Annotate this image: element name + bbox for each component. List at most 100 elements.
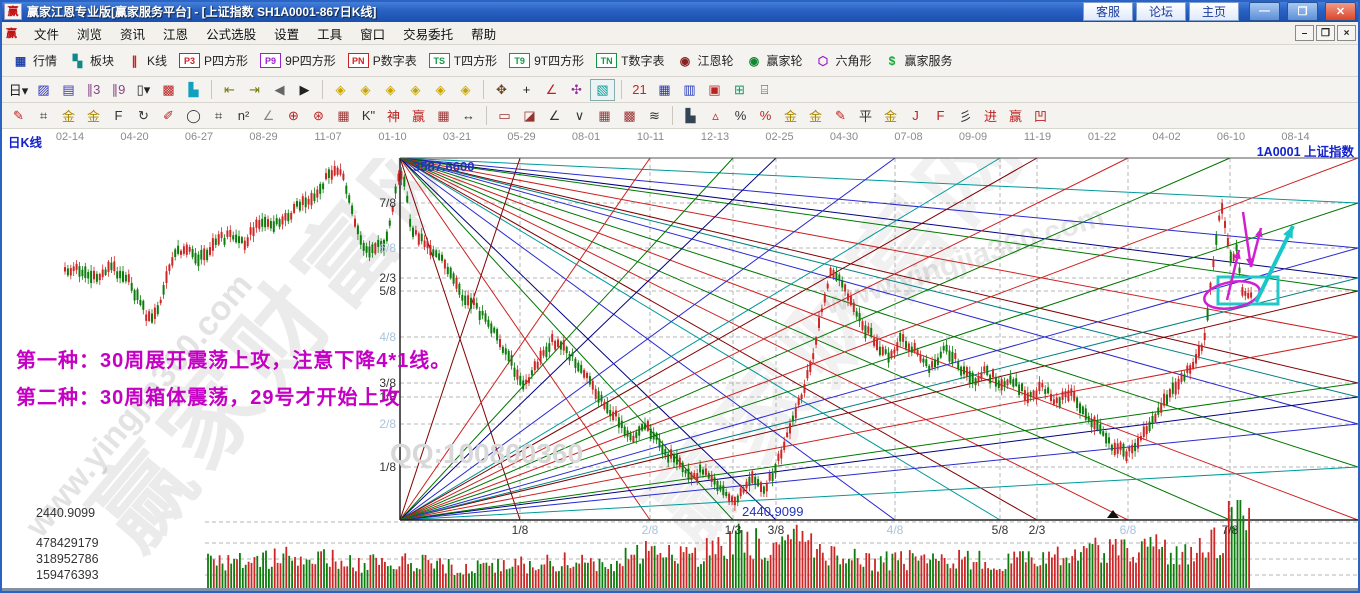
pen-tool-icon[interactable]: ✎ bbox=[13, 107, 24, 123]
info-panel-icon[interactable]: ▤ bbox=[62, 81, 75, 97]
box-wave-icon[interactable]: 凹 bbox=[1033, 109, 1047, 124]
close-button[interactable]: ✕ bbox=[1325, 1, 1356, 21]
bars-9-icon[interactable]: ∥9 bbox=[111, 81, 126, 97]
rect-tool-icon[interactable]: ▭ bbox=[498, 107, 511, 123]
shen-tool-icon[interactable]: 神 bbox=[386, 109, 400, 124]
f-line-icon[interactable]: F bbox=[936, 108, 945, 123]
first-bar-icon[interactable]: ⇤ bbox=[224, 81, 235, 97]
winner-service-button[interactable]: $ 赢家服务 bbox=[878, 49, 959, 73]
dense-grid-icon[interactable]: ▦ bbox=[437, 107, 450, 123]
prev-bar-icon[interactable]: ◀ bbox=[274, 81, 285, 97]
gold-circle-icon[interactable]: 金 bbox=[783, 109, 797, 124]
next-bar-icon[interactable]: ▶ bbox=[299, 81, 310, 97]
histogram-icon[interactable]: ▙ bbox=[188, 81, 199, 97]
shade-box-icon[interactable]: ◪ bbox=[523, 107, 536, 123]
calculator-icon[interactable]: ▦ bbox=[658, 81, 671, 97]
period-day-dropdown-icon[interactable]: 日▾ bbox=[8, 83, 29, 98]
homepage-button[interactable]: 主页 bbox=[1188, 1, 1239, 21]
volume-profile-icon[interactable]: ▙ bbox=[685, 107, 696, 123]
k-quote-icon[interactable]: K" bbox=[361, 108, 376, 123]
spiral-icon[interactable]: ↻ bbox=[138, 107, 149, 123]
n-square-icon[interactable]: n² bbox=[237, 108, 250, 123]
forum-button[interactable]: 论坛 bbox=[1135, 1, 1186, 21]
zigzag-icon[interactable]: ∨ bbox=[574, 107, 585, 123]
menu-item-2[interactable]: 资讯 bbox=[120, 27, 146, 42]
gold-band-icon[interactable]: 金 bbox=[883, 109, 897, 124]
angle-line-icon[interactable]: ∠ bbox=[548, 107, 561, 123]
net-chart-icon[interactable]: ▨ bbox=[37, 81, 50, 97]
fibonacci-icon[interactable]: F bbox=[114, 108, 123, 123]
trend-lines-icon[interactable]: 彡 bbox=[958, 109, 972, 124]
calendar-icon[interactable]: 21 bbox=[632, 82, 647, 97]
crosshair-tool-icon[interactable]: + bbox=[522, 82, 531, 97]
pattern-icon[interactable]: ▩ bbox=[162, 81, 175, 97]
menu-item-1[interactable]: 浏览 bbox=[77, 27, 103, 42]
hand-tool-icon[interactable]: ✥ bbox=[496, 81, 507, 97]
percent-peak-icon[interactable]: ▵ bbox=[712, 107, 719, 123]
export-icon[interactable]: ⊞ bbox=[734, 81, 745, 97]
menu-item-3[interactable]: 江恩 bbox=[163, 27, 189, 42]
last-bar-icon[interactable]: ⇥ bbox=[249, 81, 260, 97]
width-arrows-icon[interactable]: ↔ bbox=[462, 108, 475, 123]
grid-a-icon[interactable]: ▦ bbox=[598, 107, 611, 123]
menu-item-0[interactable]: 文件 bbox=[34, 27, 60, 42]
time-circle-icon[interactable]: ◯ bbox=[186, 107, 201, 123]
sectors-button[interactable]: ▚ 板块 bbox=[63, 49, 120, 73]
flat-channel-icon[interactable]: 平 bbox=[858, 109, 872, 124]
bars-3-icon[interactable]: ∥3 bbox=[86, 81, 101, 97]
t-number-table-button[interactable]: TN T数字表 bbox=[590, 49, 670, 73]
kline-button[interactable]: ∥ K线 bbox=[120, 49, 173, 73]
percent-icon[interactable]: % bbox=[734, 108, 747, 123]
j-line-icon[interactable]: J bbox=[912, 108, 919, 123]
expand-h-icon[interactable]: ◈ bbox=[385, 81, 396, 97]
p-number-table-button[interactable]: PN P数字表 bbox=[342, 49, 423, 73]
ying2-tool-icon[interactable]: 赢 bbox=[1008, 109, 1022, 124]
select-tool-icon[interactable]: ▧ bbox=[590, 78, 615, 101]
menu-item-4[interactable]: 公式选股 bbox=[206, 27, 257, 42]
gann-wheel-button[interactable]: ◉ 江恩轮 bbox=[670, 49, 739, 73]
menu-item-8[interactable]: 交易委托 bbox=[403, 27, 454, 42]
star-grid-icon[interactable]: ⊛ bbox=[313, 107, 324, 123]
gold-scale-1-icon[interactable]: 金 bbox=[61, 109, 75, 124]
gold-line-icon[interactable]: 金 bbox=[808, 109, 822, 124]
p9-square-button[interactable]: P9 9P四方形 bbox=[254, 49, 342, 73]
scale-lines-icon[interactable]: ⌗ bbox=[39, 107, 48, 123]
t9-square-button[interactable]: T9 9T四方形 bbox=[503, 49, 590, 73]
expand-all-icon[interactable]: ◈ bbox=[435, 81, 446, 97]
angle-tool-icon[interactable]: ∠ bbox=[545, 81, 558, 97]
print-icon[interactable]: ⌸ bbox=[760, 81, 769, 97]
parallel-lines-icon[interactable]: ≋ bbox=[649, 107, 660, 123]
customer-service-button[interactable]: 客服 bbox=[1082, 1, 1133, 21]
ying-tool-icon[interactable]: 赢 bbox=[411, 109, 425, 124]
zoom-left-icon[interactable]: ◈ bbox=[335, 81, 346, 97]
circle-cross-icon[interactable]: ⊕ bbox=[288, 107, 299, 123]
gold-scale-2-icon[interactable]: 金 bbox=[86, 109, 100, 124]
minimize-button[interactable]: — bbox=[1249, 1, 1280, 21]
box-grid-icon[interactable]: ▦ bbox=[337, 107, 350, 123]
p-square-button[interactable]: P3 P四方形 bbox=[173, 49, 254, 73]
notes-icon[interactable]: ▥ bbox=[683, 81, 696, 97]
menu-item-5[interactable]: 设置 bbox=[274, 27, 300, 42]
quotes-button[interactable]: ▦ 行情 bbox=[6, 49, 63, 73]
paint-line-icon[interactable]: ✎ bbox=[835, 107, 846, 123]
t-square-button[interactable]: TS T四方形 bbox=[423, 49, 503, 73]
brush-icon[interactable]: ✐ bbox=[163, 107, 174, 123]
child-restore-button[interactable]: ❐ bbox=[1316, 25, 1335, 41]
menu-item-6[interactable]: 工具 bbox=[317, 27, 343, 42]
compress-all-icon[interactable]: ◈ bbox=[460, 81, 471, 97]
menu-item-7[interactable]: 窗口 bbox=[360, 27, 386, 42]
menu-item-9[interactable]: 帮助 bbox=[471, 27, 497, 42]
mirror-angle-icon[interactable]: ∠ bbox=[262, 107, 275, 123]
restore-button[interactable]: ❐ bbox=[1287, 1, 1318, 21]
winner-wheel-button[interactable]: ◉ 赢家轮 bbox=[739, 49, 808, 73]
child-minimize-button[interactable]: – bbox=[1295, 25, 1314, 41]
hexagon-button[interactable]: ⬡ 六角形 bbox=[809, 49, 878, 73]
gann-shape-tool-icon[interactable]: ✣ bbox=[571, 81, 582, 97]
percent-line-icon[interactable]: % bbox=[759, 108, 772, 123]
compress-h-icon[interactable]: ◈ bbox=[410, 81, 421, 97]
save-icon[interactable]: ▣ bbox=[708, 81, 721, 97]
grid-b-icon[interactable]: ▩ bbox=[623, 107, 636, 123]
child-close-button[interactable]: × bbox=[1337, 25, 1356, 41]
candle-style-dropdown-icon[interactable]: ▯▾ bbox=[136, 81, 151, 97]
